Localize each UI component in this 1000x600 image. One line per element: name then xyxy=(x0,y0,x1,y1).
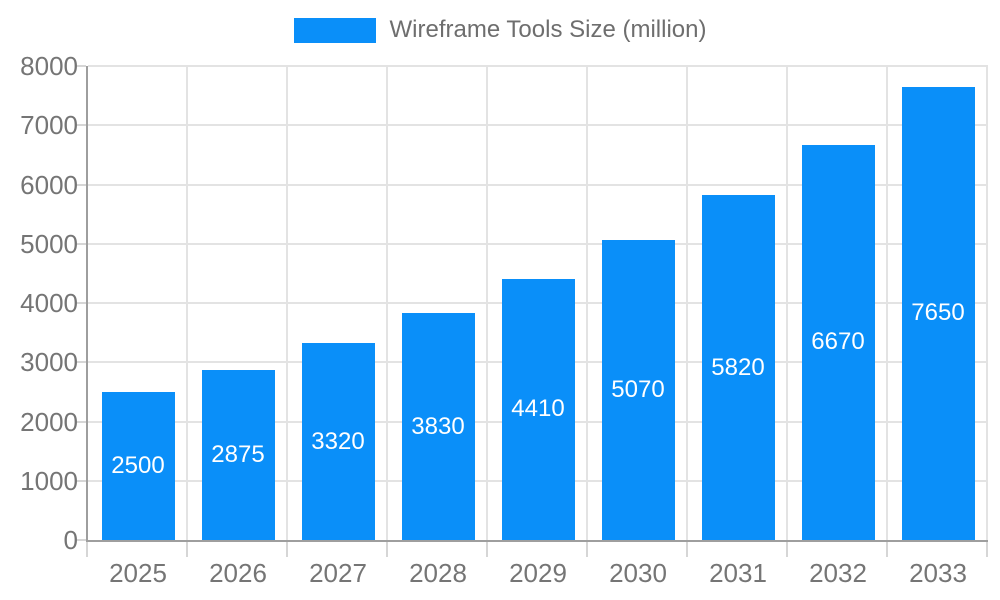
x-axis-label-2029: 2029 xyxy=(509,558,567,588)
gridline-h-5000 xyxy=(88,242,988,245)
bar-value-2025: 2500 xyxy=(111,451,165,479)
gridline-h-6000 xyxy=(88,183,988,186)
x-tick-6 xyxy=(686,542,688,557)
bar-2031[interactable]: 5820 xyxy=(701,195,775,540)
x-axis-label-2025: 2025 xyxy=(109,558,167,588)
y-tick-2000 xyxy=(76,420,86,423)
x-tick-7 xyxy=(786,542,788,557)
bar-2029[interactable]: 4410 xyxy=(501,278,575,540)
x-axis-label-2027: 2027 xyxy=(309,558,367,588)
y-tick-7000 xyxy=(76,124,86,127)
bar-value-2033: 7650 xyxy=(911,299,965,327)
bar-2030[interactable]: 5070 xyxy=(601,239,675,540)
gridline-v-3 xyxy=(386,66,388,540)
y-tick-6000 xyxy=(76,183,86,186)
bar-value-2029: 4410 xyxy=(511,395,565,423)
x-axis-label-2026: 2026 xyxy=(209,558,267,588)
legend-swatch xyxy=(293,17,376,43)
plot-area: 0 1000 2000 3000 4000 5000 6000 7000 8000 2500 202… xyxy=(20,53,988,588)
x-tick-5 xyxy=(586,542,588,557)
x-tick-4 xyxy=(486,542,488,557)
y-axis-label-3000: 3000 xyxy=(20,347,78,378)
x-tick-2 xyxy=(286,542,288,557)
x-axis-label-2032: 2032 xyxy=(809,558,867,588)
bar-value-2027: 3320 xyxy=(311,427,365,455)
x-axis-label-2031: 2031 xyxy=(709,558,767,588)
gridline-v-5 xyxy=(586,66,588,540)
bar-value-2032: 6670 xyxy=(811,328,865,356)
x-axis-label-2030: 2030 xyxy=(609,558,667,588)
bar-2026[interactable]: 2875 xyxy=(201,369,275,540)
bar-2025[interactable]: 2500 xyxy=(101,391,175,540)
y-tick-3000 xyxy=(76,361,86,364)
x-tick-3 xyxy=(386,542,388,557)
y-axis-label-7000: 7000 xyxy=(20,110,78,141)
y-tick-8000 xyxy=(76,65,86,67)
x-tick-0 xyxy=(86,542,88,557)
y-axis-label-5000: 5000 xyxy=(20,228,78,259)
y-tick-1000 xyxy=(76,479,86,482)
y-axis-line xyxy=(86,66,88,542)
gridline-v-9 xyxy=(986,66,988,540)
legend-item[interactable]: Wireframe Tools Size (million) xyxy=(0,16,1000,44)
gridline-v-4 xyxy=(486,66,488,540)
bar-2028[interactable]: 3830 xyxy=(401,313,475,540)
gridline-v-6 xyxy=(686,66,688,540)
bar-value-2030: 5070 xyxy=(611,375,665,403)
gridline-v-7 xyxy=(786,66,788,540)
y-axis-label-2000: 2000 xyxy=(20,406,78,437)
y-tick-5000 xyxy=(76,242,86,245)
bar-value-2031: 5820 xyxy=(711,353,765,381)
x-axis-label-2028: 2028 xyxy=(409,558,467,588)
gridline-v-1 xyxy=(186,66,188,540)
bar-value-2028: 3830 xyxy=(411,412,465,440)
y-axis-label-8000: 8000 xyxy=(20,51,78,81)
gridline-v-2 xyxy=(286,66,288,540)
y-axis-label-1000: 1000 xyxy=(20,465,78,496)
y-tick-4000 xyxy=(76,302,86,304)
y-axis-label-4000: 4000 xyxy=(20,288,78,318)
gridline-h-8000 xyxy=(88,65,988,67)
legend-label: Wireframe Tools Size (million) xyxy=(389,16,707,43)
bar-2032[interactable]: 6670 xyxy=(801,144,875,540)
x-axis-label-2033: 2033 xyxy=(909,558,967,588)
bar-2033[interactable]: 7650 xyxy=(901,86,975,540)
x-tick-8 xyxy=(886,542,888,557)
x-axis-line xyxy=(86,540,988,542)
bar-2027[interactable]: 3320 xyxy=(301,343,375,540)
x-tick-9 xyxy=(986,542,988,557)
bar-value-2026: 2875 xyxy=(211,440,265,468)
y-tick-0 xyxy=(76,539,86,541)
x-tick-1 xyxy=(186,542,188,557)
gridline-v-8 xyxy=(886,66,888,540)
y-axis-label-0: 0 xyxy=(63,525,78,555)
y-axis-label-6000: 6000 xyxy=(20,169,78,200)
gridline-h-7000 xyxy=(88,124,988,127)
